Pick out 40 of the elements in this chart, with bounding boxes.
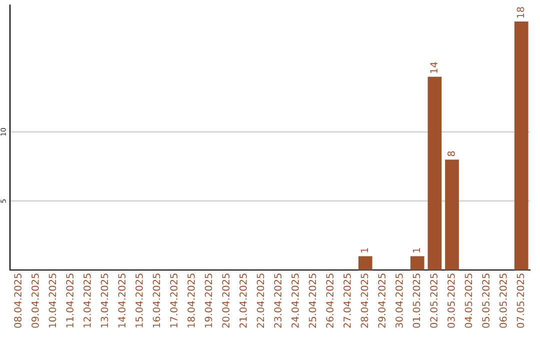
x-tick-label: 14.04.2025 [118,274,126,328]
data-label: 18 [516,7,524,18]
x-tick-label: 19.04.2025 [204,274,212,328]
x-tick-label: 05.05.2025 [482,274,490,328]
x-tick-label: 02.05.2025 [430,274,438,328]
x-tick-label: 12.04.2025 [83,274,91,328]
x-tick-label: 21.04.2025 [239,274,247,328]
x-tick-label: 26.04.2025 [326,274,334,328]
x-tick-label: 20.04.2025 [222,274,230,328]
x-tick-label: 09.04.2025 [31,274,39,328]
x-tick-label: 22.04.2025 [256,274,264,328]
x-tick-label: 06.05.2025 [499,274,507,328]
data-label: 1 [412,248,420,252]
x-tick-label: 04.05.2025 [464,274,472,328]
x-tick-label: 27.04.2025 [343,274,351,328]
data-label: 8 [447,151,455,156]
x-tick-label: 28.04.2025 [360,274,368,328]
bar [410,256,424,270]
bar [428,76,442,270]
bar [358,256,372,270]
data-label: 14 [430,62,438,73]
x-tick-label: 11.04.2025 [66,274,74,328]
x-tick-label: 30.04.2025 [395,274,403,328]
x-tick-label: 15.04.2025 [135,274,143,328]
x-tick-label: 29.04.2025 [378,274,386,328]
x-tick-label: 16.04.2025 [152,274,160,328]
x-tick-label: 08.04.2025 [14,274,22,328]
x-tick-label: 13.04.2025 [100,274,108,328]
x-tick-label: 07.05.2025 [516,274,524,328]
x-tick-label: 18.04.2025 [187,274,195,328]
x-tick-label: 23.04.2025 [274,274,282,328]
x-tick-label: 17.04.2025 [170,274,178,328]
bar [514,22,528,270]
x-tick-label: 25.04.2025 [308,274,316,328]
x-tick-label: 10.04.2025 [48,274,56,328]
x-tick-label: 03.05.2025 [447,274,455,328]
bar [445,160,459,270]
x-tick-label: 01.05.2025 [412,274,420,328]
data-label: 1 [360,248,368,252]
x-tick-label: 24.04.2025 [291,274,299,328]
